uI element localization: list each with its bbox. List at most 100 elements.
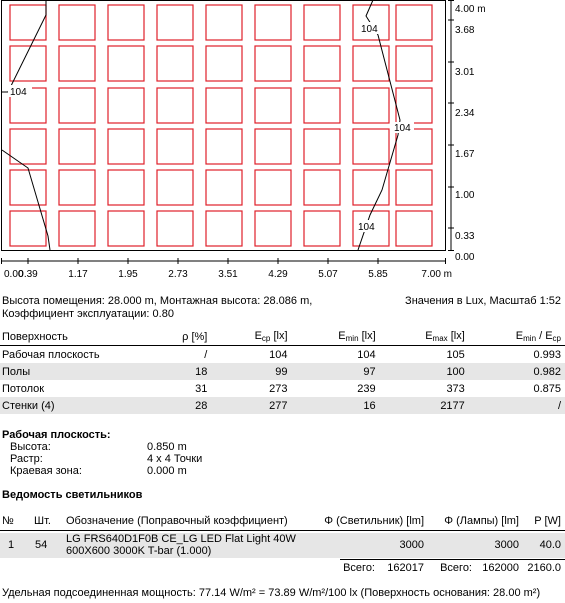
maintenance-factor-info: Коэффициент эксплуатации: 0.80 <box>2 308 174 320</box>
eav-header: Eср [lx] <box>207 328 288 346</box>
workplane-margin-value: 0.000 m <box>147 465 187 477</box>
luminaire <box>303 128 341 165</box>
y-tick-label: 3.68 <box>455 25 475 36</box>
luminaire <box>303 4 341 41</box>
lum-row-name-line2: 600X600 3000K T-bar (1.000) <box>66 545 212 557</box>
workplane-height-label: Высота: <box>10 441 51 453</box>
x-tick-label: 2.73 <box>168 269 188 280</box>
y-tick-label: 0.00 <box>455 252 475 263</box>
luminaire <box>205 4 243 41</box>
table-row: Потолок 31 273 239 373 0.875 <box>2 382 561 395</box>
rho-header: ρ [%] <box>160 328 208 346</box>
specific-power-footer: Удельная подсоединенная мощность: 77.14 … <box>2 587 541 599</box>
luminaire <box>156 45 194 82</box>
ratio-header: Emin / Eср <box>464 328 565 346</box>
room-height-info: Высота помещения: 28.000 m, Монтажная вы… <box>2 295 313 307</box>
isoline-left <box>2 0 47 93</box>
lum-name-header: Обозначение (Поправочный коэффициент) <box>66 515 288 527</box>
x-tick-label: 0.00 <box>4 269 24 280</box>
power-header: P [W] <box>534 515 561 527</box>
y-tick-label: 3.01 <box>455 67 475 78</box>
isoline-label: 104 <box>394 123 411 134</box>
isoline-label: 104 <box>361 24 378 35</box>
workplane-height-value: 0.850 m <box>147 441 187 453</box>
lum-qty-header: Шт. <box>34 515 51 527</box>
luminaires-title: Ведомость светильников <box>2 489 143 501</box>
emax-header: Emax [lx] <box>375 328 465 346</box>
luminaire <box>395 128 433 165</box>
lum-row-lamp-flux: 3000 <box>494 539 519 551</box>
y-tick-label: 2.34 <box>455 108 475 119</box>
luminaire <box>303 210 341 247</box>
luminaire <box>58 4 96 41</box>
luminaire <box>107 210 145 247</box>
luminaire <box>9 210 47 247</box>
luminaire <box>205 45 243 82</box>
luminaire <box>107 45 145 82</box>
luminaire <box>58 87 96 124</box>
x-tick-label: 7.00 m <box>421 269 452 280</box>
luminaire <box>303 87 341 124</box>
luminaire <box>9 4 47 41</box>
room-plan: 104 104 104 104 0.000.39 1.17 1.95 2.73 3.51… <box>1 0 486 280</box>
total-lum-flux: 162017 <box>387 562 424 574</box>
workplane-grid-value: 4 x 4 Точки <box>147 453 203 465</box>
total-label-2: Всего: <box>440 562 472 574</box>
luminaire <box>254 169 292 206</box>
isoline-left-bottom <box>1 149 51 251</box>
luminaire <box>395 87 433 124</box>
lum-row-power: 40.0 <box>539 539 561 551</box>
luminaire <box>58 45 96 82</box>
luminaire <box>395 45 433 82</box>
y-tick-label: 0.33 <box>455 231 475 242</box>
luminaire <box>352 45 390 82</box>
x-tick-label: 3.51 <box>218 269 238 280</box>
luminaire <box>303 169 341 206</box>
y-tick-label: 1.00 <box>455 190 475 201</box>
luminaire <box>352 169 390 206</box>
luminaire <box>156 210 194 247</box>
luminaire <box>156 87 194 124</box>
x-tick-label: 0.39 <box>18 269 38 280</box>
table-row <box>0 533 565 558</box>
lum-row-flux: 3000 <box>399 539 424 551</box>
surfaces-header-row: Поверхность ρ [%] Eср [lx] Emin [lx] Ema… <box>0 328 565 346</box>
luminaire <box>352 210 390 247</box>
lum-flux-header: Φ (Светильник) [lm] <box>324 515 424 527</box>
table-row: Полы 18 99 97 100 0.982 <box>0 363 565 380</box>
total-power: 2160.0 <box>527 562 561 574</box>
luminaire <box>254 210 292 247</box>
surfaces-table: Поверхность ρ [%] Eср [lx] Emin [lx] Ema… <box>0 328 565 414</box>
luminaire <box>254 45 292 82</box>
y-tick-label: 1.67 <box>455 149 475 160</box>
luminaire <box>156 4 194 41</box>
workplane-margin-label: Краевая зона: <box>10 465 82 477</box>
luminaire <box>352 87 390 124</box>
x-axis-ticks: 0.000.39 1.17 1.95 2.73 3.51 4.29 5.07 5.85 7.00… <box>1 258 452 280</box>
luminaire <box>205 87 243 124</box>
luminaire <box>395 210 433 247</box>
x-tick-label: 4.29 <box>268 269 288 280</box>
table-row: Стенки (4) 28 277 16 2177 / <box>0 397 565 414</box>
workplane-grid-label: Растр: <box>10 453 43 465</box>
luminaire <box>395 169 433 206</box>
total-divider <box>340 559 565 560</box>
x-tick-label: 1.17 <box>68 269 88 280</box>
y-axis-ticks: 4.00 m 3.68 3.01 2.34 1.67 1.00 0.33 0.00 <box>448 0 486 263</box>
emin-header: Emin [lx] <box>287 328 376 346</box>
luminaire <box>205 169 243 206</box>
units-scale-info: Значения в Lux, Масштаб 1:52 <box>405 295 561 307</box>
surface-header: Поверхность <box>0 328 161 346</box>
isoline-label: 104 <box>358 222 375 233</box>
lum-no-header: № <box>2 515 14 527</box>
luminaire <box>156 128 194 165</box>
luminaire <box>58 210 96 247</box>
workplane-title: Рабочая плоскость: <box>2 429 111 441</box>
luminaire-grid <box>9 4 433 247</box>
total-lamp-flux: 162000 <box>482 562 519 574</box>
room-outline <box>1 0 446 251</box>
table-row: Рабочая плоскость / 104 104 105 0.993 <box>2 348 561 361</box>
x-tick-label: 1.95 <box>118 269 138 280</box>
total-label: Всего: <box>343 562 375 574</box>
luminaire <box>107 169 145 206</box>
